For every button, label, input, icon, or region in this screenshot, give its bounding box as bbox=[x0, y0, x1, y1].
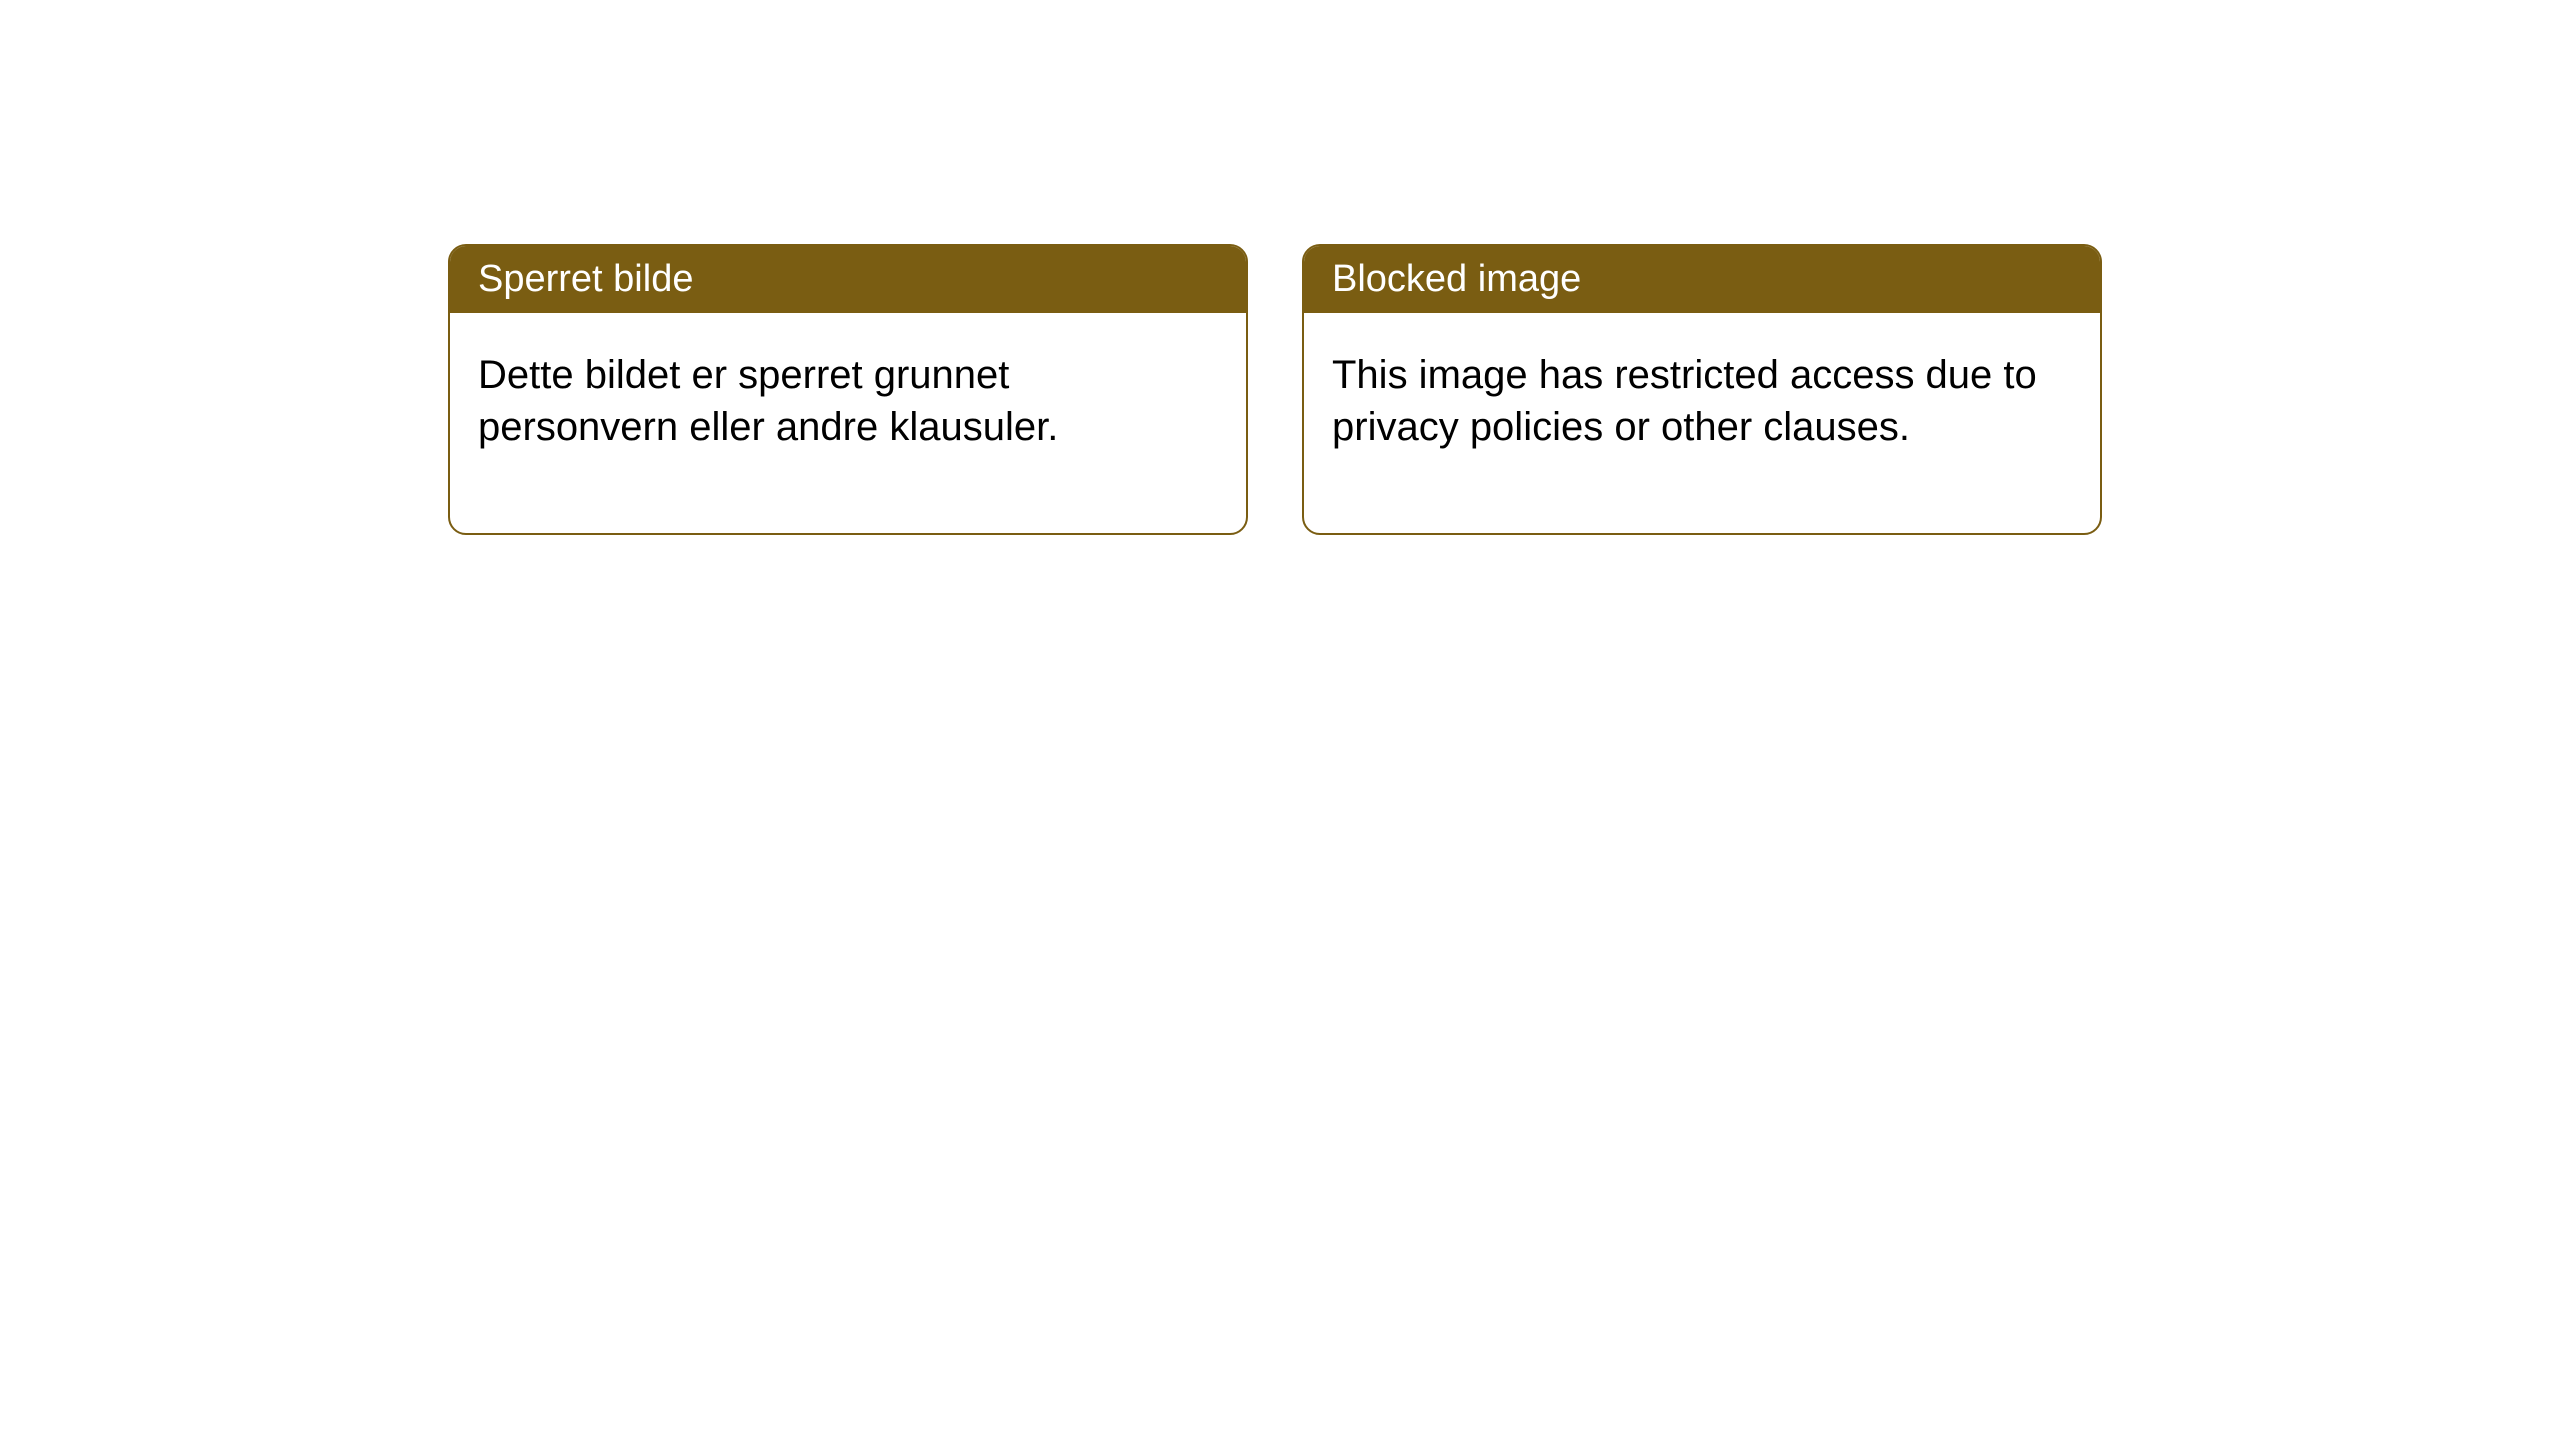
card-header-norwegian: Sperret bilde bbox=[450, 246, 1246, 313]
card-message-english: This image has restricted access due to … bbox=[1332, 353, 2037, 449]
card-title-english: Blocked image bbox=[1332, 258, 1581, 300]
blocked-image-card-norwegian: Sperret bilde Dette bildet er sperret gr… bbox=[448, 244, 1248, 535]
card-message-norwegian: Dette bildet er sperret grunnet personve… bbox=[478, 353, 1058, 449]
card-title-norwegian: Sperret bilde bbox=[478, 258, 693, 300]
blocked-image-card-english: Blocked image This image has restricted … bbox=[1302, 244, 2102, 535]
cards-container: Sperret bilde Dette bildet er sperret gr… bbox=[0, 0, 2560, 535]
card-header-english: Blocked image bbox=[1304, 246, 2100, 313]
card-body-norwegian: Dette bildet er sperret grunnet personve… bbox=[450, 313, 1246, 533]
card-body-english: This image has restricted access due to … bbox=[1304, 313, 2100, 533]
